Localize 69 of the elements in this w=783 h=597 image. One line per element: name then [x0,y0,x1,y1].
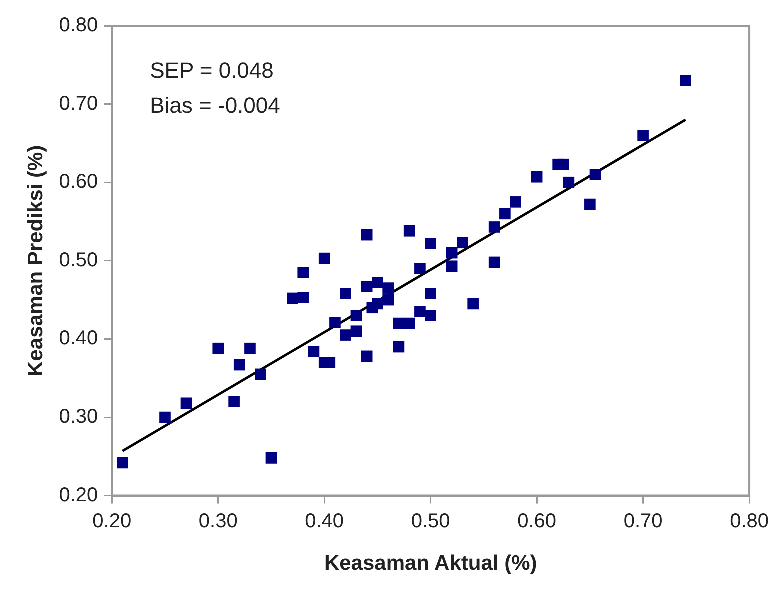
annotation: SEP = 0.048 [150,58,274,84]
point [324,357,336,368]
y-tick-label: 0.60 [59,171,98,194]
x-axis-title: Keasaman Aktual (%) [324,552,538,576]
point [160,412,171,424]
point [414,263,426,274]
point [500,208,511,220]
point [298,292,310,304]
point [558,158,570,170]
point [361,350,373,362]
point [287,292,298,304]
point [584,198,596,210]
point [680,75,692,86]
point [563,176,575,188]
point [361,281,373,292]
point [638,130,649,142]
point [372,298,384,310]
x-tick-label: 0.30 [198,510,238,532]
point [350,326,362,338]
point [446,260,458,272]
point [266,452,278,464]
point [212,342,224,354]
y-tick-label: 0.50 [59,249,98,272]
point [350,310,362,322]
x-tick-label: 0.20 [92,510,132,532]
x-tick-label: 0.70 [624,510,663,532]
y-tick-label: 0.20 [59,484,98,506]
point [404,225,416,237]
point [393,341,405,353]
point [361,229,373,241]
point [531,171,543,183]
point [180,398,192,410]
x-tick-label: 0.60 [518,510,557,532]
y-tick-label: 0.80 [59,14,98,37]
y-tick-label: 0.70 [59,92,98,115]
point [488,256,500,268]
point [117,457,128,469]
point [510,196,522,208]
point [457,237,468,249]
point [228,396,240,408]
annotation: Bias = -0.004 [150,93,280,118]
point [330,317,341,328]
x-tick-label: 0.80 [730,510,770,532]
point [234,359,246,371]
point [404,318,416,330]
point [488,222,500,233]
point [340,288,352,300]
point [446,247,458,259]
point [340,330,352,341]
point [382,294,394,306]
point [468,298,479,310]
y-tick-label: 0.30 [59,406,98,428]
point [425,288,436,300]
point [308,346,320,358]
y-tick-label: 0.40 [59,328,98,350]
x-tick-label: 0.40 [305,510,344,532]
y-axis-title: Keasaman Prediksi (%) [24,145,48,376]
point [372,277,384,288]
point [255,368,267,380]
point [414,306,426,318]
point [318,252,330,264]
point [382,282,394,294]
point [590,169,602,180]
point [425,238,436,250]
point [425,310,436,322]
point [393,318,405,330]
x-tick-label: 0.50 [411,510,450,532]
point [298,266,310,278]
point [244,342,256,354]
